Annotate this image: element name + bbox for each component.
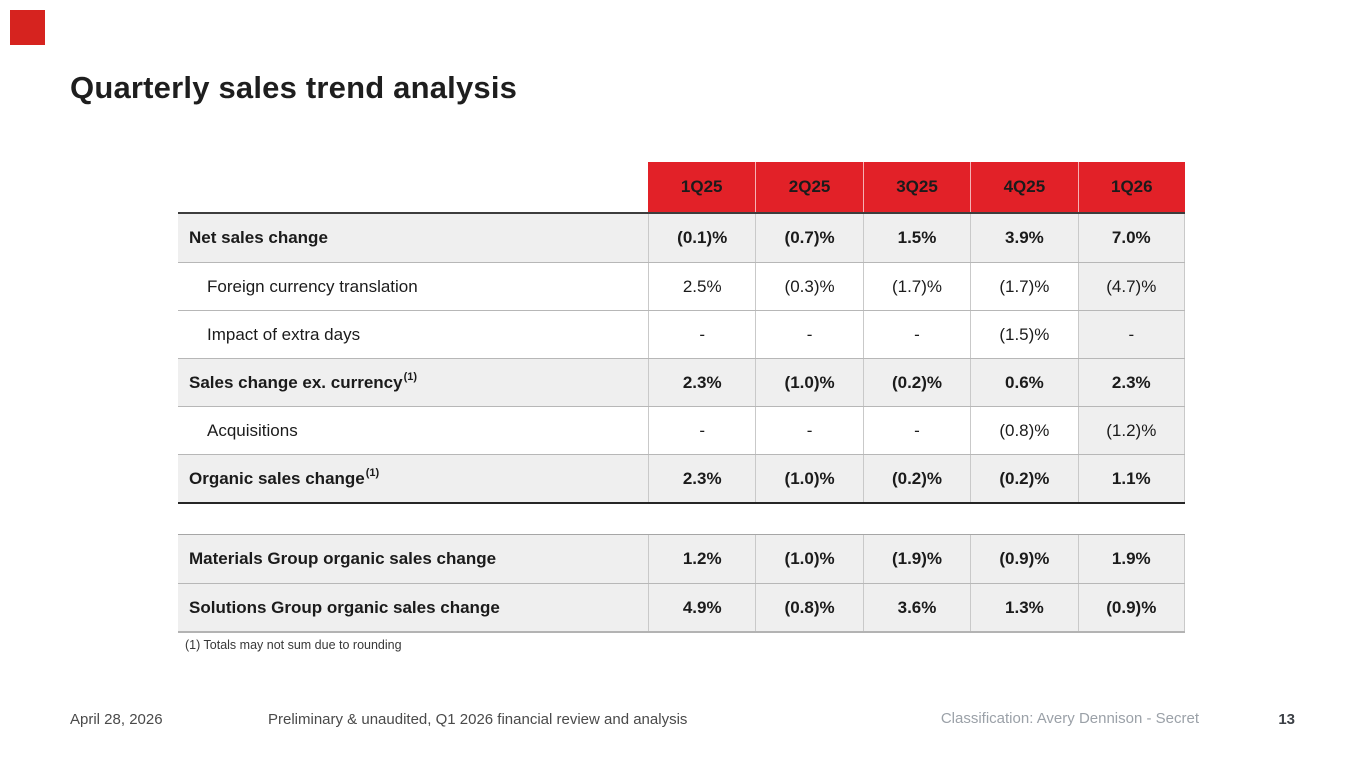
column-header-3q25: 3Q25 (862, 162, 971, 212)
cell-value: 1.1% (1077, 455, 1185, 502)
cell-value: - (648, 311, 756, 358)
cell-value: (0.2)% (970, 455, 1078, 502)
cell-value: (0.9)% (1077, 584, 1185, 631)
cell-value: - (862, 407, 971, 454)
table-row-net-sales-change: Net sales change (0.1)% (0.7)% 1.5% 3.9%… (178, 214, 1185, 262)
row-label: Sales change ex. currency (1) (178, 359, 648, 406)
cell-value: 7.0% (1077, 214, 1185, 262)
cell-value: - (755, 311, 863, 358)
cell-value: 3.9% (970, 214, 1078, 262)
cell-value: (0.8)% (970, 407, 1078, 454)
footer-subtitle: Preliminary & unaudited, Q1 2026 financi… (268, 711, 688, 728)
sales-change-table-body: Net sales change (0.1)% (0.7)% 1.5% 3.9%… (178, 212, 1185, 504)
cell-value: (0.1)% (648, 214, 756, 262)
row-label: Solutions Group organic sales change (178, 584, 648, 631)
footer-date: April 28, 2026 (70, 711, 163, 728)
cell-value: - (755, 407, 863, 454)
page-number: 13 (1278, 711, 1295, 728)
table-row-foreign-currency-translation: Foreign currency translation 2.5% (0.3)%… (178, 262, 1185, 310)
column-header-1q26: 1Q26 (1077, 162, 1185, 212)
rounding-footnote: (1) Totals may not sum due to rounding (185, 638, 402, 652)
cell-value: (1.9)% (862, 535, 971, 583)
table-row-materials-group: Materials Group organic sales change 1.2… (178, 535, 1185, 583)
table-row-sales-change-ex-currency: Sales change ex. currency (1) 2.3% (1.0)%… (178, 358, 1185, 406)
cell-value: 2.3% (648, 455, 756, 502)
table-header-row: 1Q25 2Q25 3Q25 4Q25 1Q26 (178, 162, 1185, 212)
cell-value: 2.3% (1077, 359, 1185, 406)
cell-value: 1.9% (1077, 535, 1185, 583)
cell-value: (4.7)% (1077, 263, 1185, 310)
column-header-1q25: 1Q25 (648, 162, 756, 212)
page-title: Quarterly sales trend analysis (70, 70, 518, 105)
table-row-acquisitions: Acquisitions - - - (0.8)% (1.2)% (178, 406, 1185, 454)
cell-value: (1.7)% (862, 263, 971, 310)
cell-value: 1.5% (862, 214, 971, 262)
footnote-marker: (1) (365, 467, 380, 479)
cell-value: 2.3% (648, 359, 756, 406)
cell-value: 1.3% (970, 584, 1078, 631)
cell-value: - (1077, 311, 1185, 358)
cell-value: (1.0)% (755, 455, 863, 502)
quarterly-sales-table: 1Q25 2Q25 3Q25 4Q25 1Q26 Net sales chang… (178, 162, 1185, 633)
row-label: Impact of extra days (178, 311, 648, 358)
row-label: Materials Group organic sales change (178, 535, 648, 583)
cell-value: (0.2)% (862, 455, 971, 502)
cell-value: 3.6% (862, 584, 971, 631)
cell-value: 1.2% (648, 535, 756, 583)
classification-label: Classification: Avery Dennison - Secret (940, 710, 1199, 727)
cell-value: - (648, 407, 756, 454)
cell-value: (1.2)% (1077, 407, 1185, 454)
cell-value: 0.6% (970, 359, 1078, 406)
column-header-4q25: 4Q25 (970, 162, 1078, 212)
cell-value: 4.9% (648, 584, 756, 631)
row-label: Acquisitions (178, 407, 648, 454)
header-spacer-cell (178, 162, 648, 212)
segment-organic-sales-table-body: Materials Group organic sales change 1.2… (178, 534, 1185, 633)
row-label: Foreign currency translation (178, 263, 648, 310)
cell-value: (0.7)% (755, 214, 863, 262)
table-row-solutions-group: Solutions Group organic sales change 4.9… (178, 583, 1185, 631)
column-header-2q25: 2Q25 (755, 162, 863, 212)
cell-value: (1.0)% (755, 535, 863, 583)
cell-value: (1.7)% (970, 263, 1078, 310)
cell-value: 2.5% (648, 263, 756, 310)
cell-value: (1.0)% (755, 359, 863, 406)
footnote-marker: (1) (403, 371, 418, 383)
cell-value: (0.9)% (970, 535, 1078, 583)
table-row-organic-sales-change: Organic sales change (1) 2.3% (1.0)% (0.2… (178, 454, 1185, 502)
row-label: Net sales change (178, 214, 648, 262)
table-row-impact-of-extra-days: Impact of extra days - - - (1.5)% - (178, 310, 1185, 358)
company-logo (10, 10, 45, 45)
cell-value: (0.8)% (755, 584, 863, 631)
cell-value: (0.2)% (862, 359, 971, 406)
cell-value: (0.3)% (755, 263, 863, 310)
cell-value: (1.5)% (970, 311, 1078, 358)
cell-value: - (862, 311, 971, 358)
row-label: Organic sales change (1) (178, 455, 648, 502)
